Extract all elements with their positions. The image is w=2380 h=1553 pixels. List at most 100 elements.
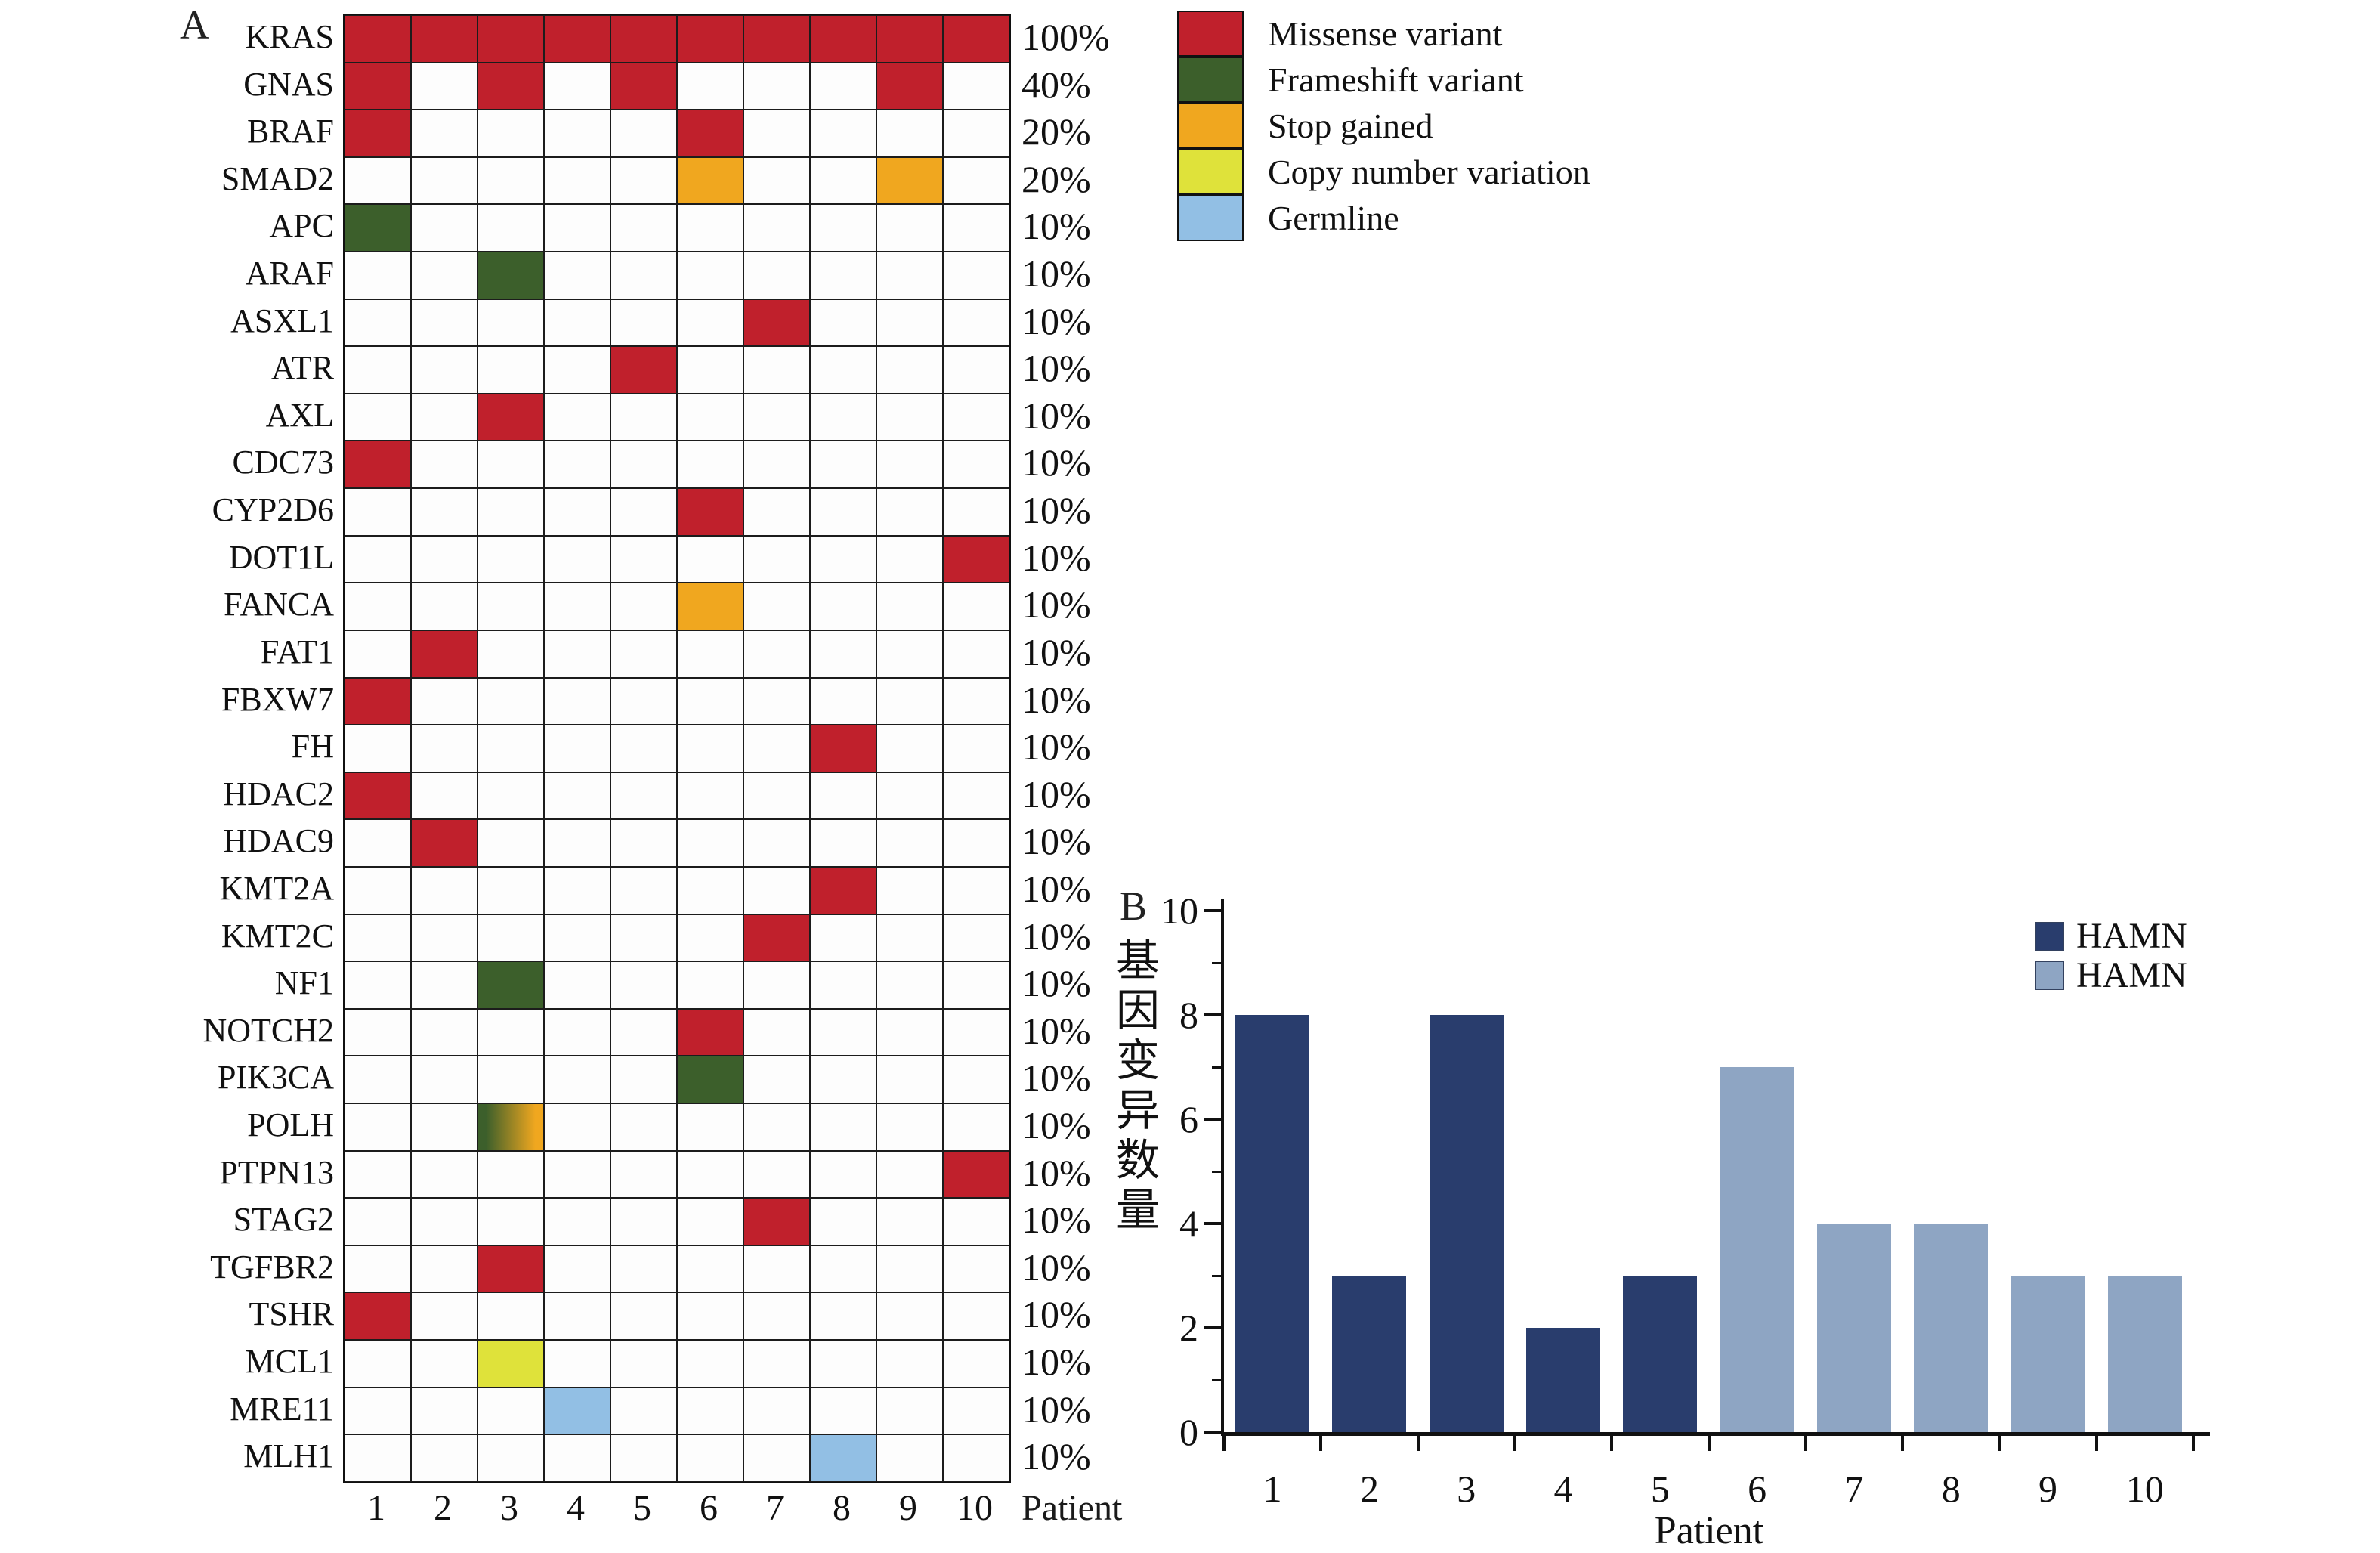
cell-NF1-p7-empty (743, 961, 810, 1009)
cell-CYP2D6-p9-empty (876, 488, 943, 536)
cell-FANCA-p10-empty (943, 583, 1009, 630)
cell-FANCA-p9-empty (876, 583, 943, 630)
cell-GNAS-p1-missense (345, 62, 411, 110)
x-tick-7 (1901, 1436, 1905, 1451)
gene-label-CDC73: CDC73 (232, 444, 334, 481)
cell-PTPN13-p6-empty (677, 1150, 743, 1199)
patient-number-8: 8 (833, 1488, 851, 1528)
cell-STAG2-p3-empty (478, 1198, 544, 1245)
cell-FH-p10-empty (943, 725, 1009, 772)
cell-NF1-p5-empty (610, 961, 677, 1009)
cell-FBXW7-p3-empty (478, 677, 544, 725)
cell-HDAC2-p10-empty (943, 772, 1009, 820)
cell-TSHR-p2-empty (411, 1292, 478, 1341)
cell-NOTCH2-p5-empty (610, 1008, 677, 1056)
cell-TGFBR2-p10-empty (943, 1245, 1009, 1293)
cell-GNAS-p5-missense (610, 62, 677, 110)
cell-TSHR-p7-empty (743, 1292, 810, 1341)
bar-patient-4 (1526, 1328, 1601, 1432)
cell-DOT1L-p6-empty (677, 535, 743, 583)
cell-MLH1-p1-empty (345, 1434, 411, 1482)
cell-NOTCH2-p8-empty (810, 1008, 876, 1056)
percent-HDAC2: 10% (1022, 772, 1091, 815)
y-minor-tick-7 (1212, 1066, 1221, 1069)
cell-FANCA-p2-empty (411, 583, 478, 630)
gene-label-KMT2C: KMT2C (221, 917, 334, 954)
cell-PTPN13-p8-empty (810, 1150, 876, 1199)
cell-POLH-p4-empty (544, 1103, 610, 1151)
y-tick-label-6: 6 (1179, 1098, 1198, 1140)
cell-MCL1-p10-empty (943, 1340, 1009, 1387)
cell-CYP2D6-p4-empty (544, 488, 610, 536)
x-tick-8 (1998, 1436, 2001, 1451)
cell-HDAC2-p7-empty (743, 772, 810, 820)
cell-FANCA-p7-empty (743, 583, 810, 630)
cell-HDAC9-p4-empty (544, 819, 610, 867)
cell-BRAF-p5-empty (610, 110, 677, 157)
cell-SMAD2-p4-empty (544, 156, 610, 205)
cell-POLH-p3-frameshift-stop_gained (478, 1103, 544, 1151)
gene-label-APC: APC (269, 207, 334, 245)
cell-MCL1-p3-cnv (478, 1340, 544, 1387)
cell-AXL-p4-empty (544, 393, 610, 441)
cell-DOT1L-p10-missense (943, 535, 1009, 583)
cell-MCL1-p9-empty (876, 1340, 943, 1387)
cell-KMT2A-p5-empty (610, 866, 677, 914)
cell-CYP2D6-p7-empty (743, 488, 810, 536)
cell-ASXL1-p4-empty (544, 299, 610, 347)
cell-HDAC9-p5-empty (610, 819, 677, 867)
cell-ARAF-p4-empty (544, 252, 610, 299)
cell-CYP2D6-p5-empty (610, 488, 677, 536)
cell-SMAD2-p9-stop_gained (876, 156, 943, 205)
cell-ATR-p10-empty (943, 346, 1009, 394)
cell-KRAS-p7-missense (743, 15, 810, 63)
x-tick-2 (1416, 1436, 1420, 1451)
cell-MRE11-p10-empty (943, 1387, 1009, 1435)
cell-DOT1L-p7-empty (743, 535, 810, 583)
cell-KMT2C-p9-empty (876, 914, 943, 962)
y-major-tick-10 (1204, 909, 1221, 912)
cell-ASXL1-p1-empty (345, 299, 411, 347)
cell-FBXW7-p9-empty (876, 677, 943, 725)
cell-KRAS-p6-missense (677, 15, 743, 63)
cell-KMT2C-p2-empty (411, 914, 478, 962)
x-tick-6 (1804, 1436, 1807, 1451)
bar-legend-swatch-2 (2035, 961, 2064, 990)
gene-label-POLH: POLH (247, 1106, 334, 1144)
cell-KMT2A-p10-empty (943, 866, 1009, 914)
cell-KMT2C-p6-empty (677, 914, 743, 962)
cell-APC-p4-empty (544, 204, 610, 252)
percent-FBXW7: 10% (1022, 678, 1091, 721)
cell-KMT2A-p9-empty (876, 866, 943, 914)
cell-GNAS-p10-empty (943, 62, 1009, 110)
cell-TSHR-p10-empty (943, 1292, 1009, 1341)
percent-SMAD2: 20% (1022, 157, 1091, 200)
percent-KMT2C: 10% (1022, 914, 1091, 957)
x-tick-label-3: 3 (1457, 1468, 1476, 1510)
cell-AXL-p7-empty (743, 393, 810, 441)
cell-KMT2C-p5-empty (610, 914, 677, 962)
percent-FH: 10% (1022, 725, 1091, 769)
gene-label-FAT1: FAT1 (261, 633, 334, 670)
gene-label-MRE11: MRE11 (230, 1390, 334, 1428)
y-tick-label-8: 8 (1179, 994, 1198, 1036)
cell-ATR-p4-empty (544, 346, 610, 394)
patient-number-2: 2 (434, 1488, 452, 1528)
panel-a-label: A (180, 2, 209, 48)
y-tick-label-0: 0 (1179, 1411, 1198, 1453)
gene-label-BRAF: BRAF (247, 113, 334, 150)
x-tick-label-7: 7 (1844, 1468, 1864, 1510)
y-minor-tick-5 (1212, 1170, 1221, 1173)
cell-PIK3CA-p6-frameshift (677, 1056, 743, 1104)
cell-FANCA-p1-empty (345, 583, 411, 630)
cell-HDAC9-p6-empty (677, 819, 743, 867)
cell-CYP2D6-p8-empty (810, 488, 876, 536)
cell-FH-p7-empty (743, 725, 810, 772)
x-tick-10 (2192, 1436, 2195, 1451)
gene-label-NF1: NF1 (274, 964, 334, 1002)
percent-HDAC9: 10% (1022, 820, 1091, 863)
cell-ASXL1-p5-empty (610, 299, 677, 347)
percent-TSHR: 10% (1022, 1293, 1091, 1336)
percent-STAG2: 10% (1022, 1199, 1091, 1242)
patient-number-5: 5 (633, 1488, 651, 1528)
